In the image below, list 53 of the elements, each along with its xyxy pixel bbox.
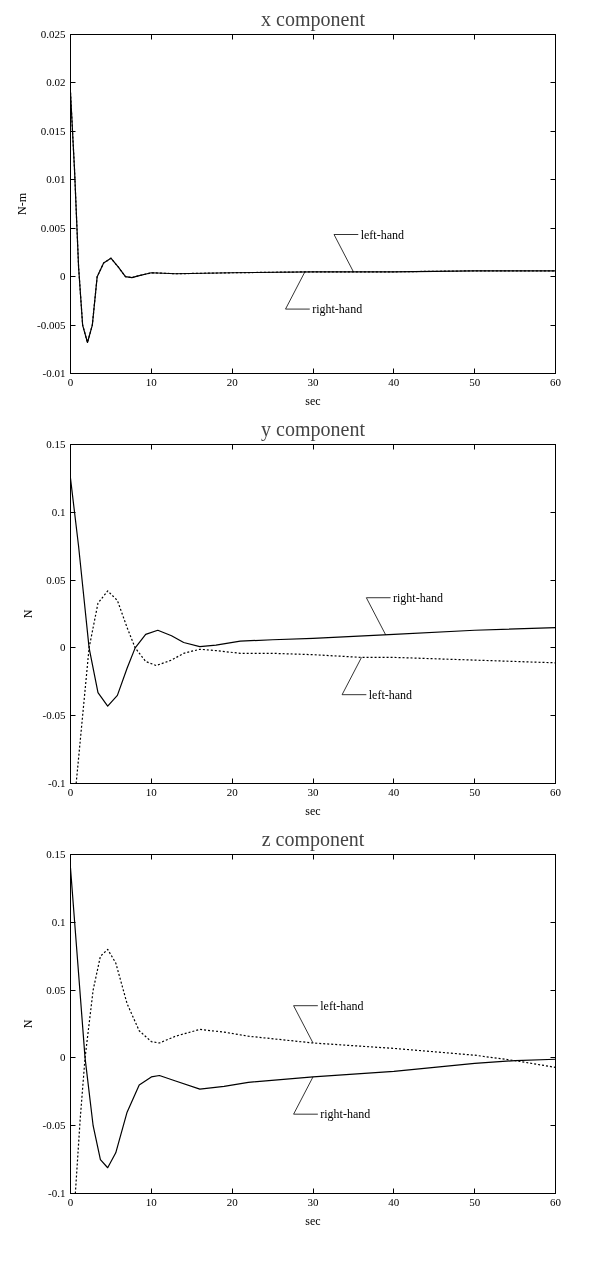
x-tick-label: 50 [469, 375, 481, 388]
x-tick-label: 30 [307, 375, 319, 388]
y-tick-label: -0.05 [42, 709, 66, 722]
y-tick-label: 0.15 [46, 848, 66, 860]
x-tick-label: 40 [388, 785, 400, 798]
y-tick-label: -0.1 [48, 777, 66, 789]
y-tick-label: 0.05 [46, 573, 66, 586]
x-tick-label: 60 [550, 785, 562, 798]
x-tick-label: 10 [145, 785, 158, 798]
x-tick-label: 50 [469, 1195, 481, 1208]
y-tick-label: 0.15 [46, 438, 66, 450]
y-axis-title: N-m [15, 192, 30, 215]
x-tick-label: 30 [307, 785, 319, 798]
y-axis-title: N [20, 609, 35, 619]
x-axis-title: sec [305, 393, 321, 408]
y-tick-label: 0 [60, 1051, 66, 1064]
annotation: right-hand [320, 1107, 371, 1122]
x-tick-label: 40 [388, 1195, 400, 1208]
x-axis-title: sec [305, 1213, 321, 1228]
y-tick-label: 0.02 [46, 76, 66, 89]
y-tick-label: 0.01 [46, 173, 66, 186]
x-tick-label: 20 [226, 785, 239, 798]
y-axis-title: N [20, 1019, 35, 1029]
y-tick-label: 0.05 [46, 983, 66, 996]
annotation: right-hand [393, 590, 444, 605]
x-tick-label: 10 [145, 1195, 158, 1208]
annotation: left-hand [360, 227, 404, 242]
y-tick-label: -0.01 [42, 367, 66, 379]
y-tick-label: 0 [60, 641, 66, 654]
chart-title: x component [261, 7, 366, 31]
y-tick-label: -0.1 [48, 1187, 66, 1199]
x-tick-label: 20 [226, 375, 239, 388]
y-tick-label: 0.1 [51, 505, 66, 518]
x-axis-title: sec [305, 803, 321, 818]
annotation: left-hand [368, 687, 413, 702]
chart-title: y component [261, 417, 366, 441]
x-tick-label: 30 [307, 1195, 319, 1208]
annotation: left-hand [320, 998, 364, 1013]
chart-title: z component [261, 827, 365, 851]
y-tick-label: -0.05 [42, 1119, 66, 1132]
y-tick-label: 0.1 [51, 915, 66, 928]
x-tick-label: 40 [388, 375, 400, 388]
x-tick-label: 50 [469, 785, 481, 798]
y-tick-label: 0.005 [40, 221, 66, 234]
y-tick-label: 0.015 [40, 124, 66, 137]
x-tick-label: 60 [550, 1195, 562, 1208]
y-tick-label: 0.025 [40, 28, 66, 40]
annotation: right-hand [312, 302, 363, 317]
x-tick-label: 60 [550, 375, 562, 388]
x-tick-label: 20 [226, 1195, 239, 1208]
x-tick-label: 10 [145, 375, 158, 388]
y-tick-label: 0 [60, 270, 66, 283]
y-tick-label: -0.005 [37, 318, 66, 331]
